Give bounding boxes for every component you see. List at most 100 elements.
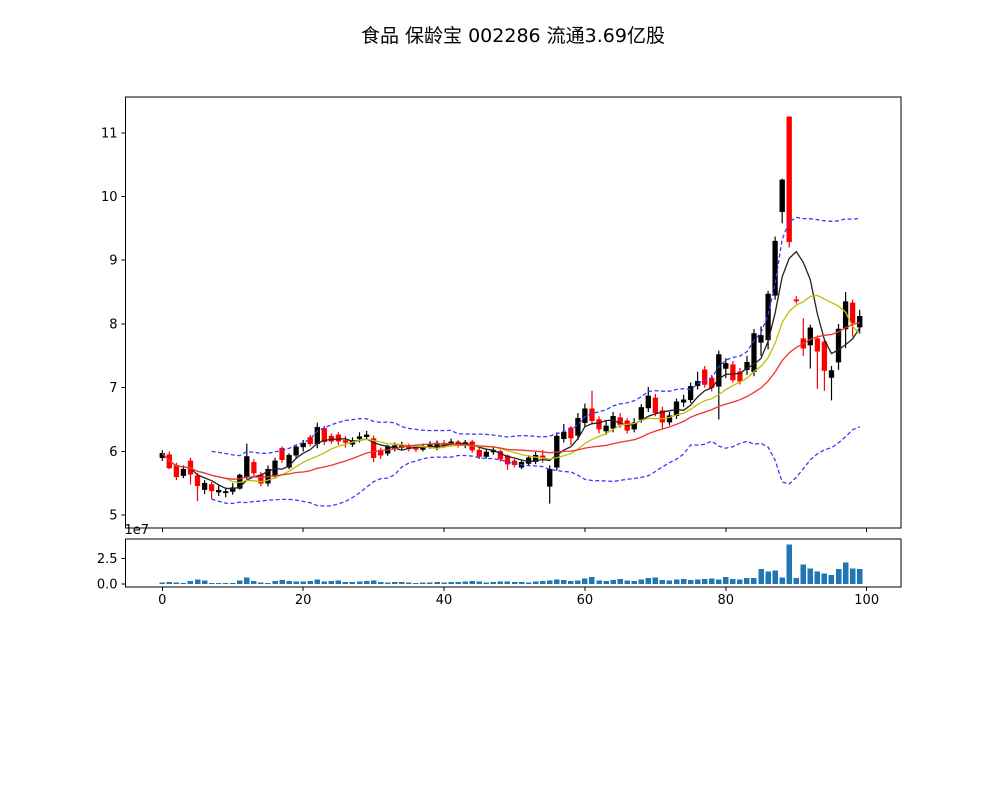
candle-body [582, 408, 588, 423]
price-tick-label: 7 [109, 381, 117, 396]
candle [807, 324, 813, 369]
volume-bar [589, 576, 595, 584]
x-tick-label: 40 [436, 593, 453, 608]
volume-bar [427, 582, 433, 584]
candle [751, 329, 757, 377]
volume-bar [314, 579, 320, 584]
candle-body [208, 484, 215, 492]
volume-bar [279, 580, 285, 584]
volume-bar [201, 580, 208, 584]
candle-body [610, 416, 616, 429]
candle-body [680, 399, 687, 403]
candle-body [307, 437, 313, 445]
candle-body [603, 425, 609, 432]
volume-bar [793, 577, 799, 584]
volume-bar [645, 577, 652, 584]
volume-bar [525, 582, 532, 584]
volume-bar [448, 581, 454, 584]
volume-bar [666, 580, 673, 584]
volume-bar [286, 580, 292, 584]
volume-bar [610, 579, 616, 584]
candle [244, 443, 250, 480]
candle [568, 425, 574, 445]
candle [793, 295, 799, 304]
candle [582, 403, 588, 428]
price-tick-label: 8 [109, 317, 117, 332]
volume-bar [187, 580, 194, 584]
candle [730, 360, 736, 383]
price-tick-label: 10 [101, 190, 118, 205]
candle [251, 459, 257, 477]
candle-body [511, 460, 518, 465]
candle [814, 335, 821, 389]
candle-body [596, 419, 602, 430]
candle-body [687, 386, 694, 401]
candle-body [694, 381, 701, 387]
volume-bar [539, 581, 546, 584]
candle-body [828, 370, 835, 378]
volume-tick-label: 2.5 [97, 552, 118, 567]
candle-body [666, 415, 673, 423]
volume-bar [455, 582, 461, 584]
candle-body [363, 434, 370, 437]
volume-panel-border [125, 538, 902, 588]
volume-bar [483, 582, 490, 584]
volume-bar [596, 580, 602, 584]
candle-body [547, 468, 553, 487]
volume-bar [511, 581, 518, 584]
candle-body [835, 328, 842, 363]
volume-bar [300, 581, 306, 584]
x-tick-label: 100 [854, 593, 879, 608]
candle-body [807, 327, 813, 346]
candle-body [723, 363, 729, 369]
volume-bar [469, 581, 475, 584]
volume-bar [222, 583, 229, 584]
volume-bar [377, 581, 384, 584]
volume-bar [180, 583, 187, 584]
candle [828, 366, 835, 401]
candle-body [645, 395, 651, 409]
price-tick-label: 5 [109, 509, 117, 524]
candle [772, 236, 778, 300]
volume-bar [328, 580, 335, 584]
candle-body [286, 454, 292, 468]
candle-body [652, 397, 659, 413]
volume-bar [603, 580, 609, 584]
candle-body [180, 468, 187, 476]
volume-bar [617, 578, 623, 585]
volume-bar [166, 581, 173, 584]
volume-bar [293, 581, 299, 584]
volume-bars [159, 544, 863, 585]
volume-bar [434, 581, 440, 584]
candle [201, 480, 208, 495]
candle [687, 382, 694, 403]
candle-body [786, 116, 792, 243]
price-tick-label: 9 [109, 254, 117, 269]
volume-bar [307, 581, 313, 584]
candle [370, 435, 377, 463]
candle [547, 465, 553, 504]
candle-body [568, 427, 574, 439]
candle [596, 416, 602, 434]
candle [652, 394, 659, 417]
volume-bar [575, 580, 581, 584]
candle-body [561, 432, 567, 439]
price-panel-border [125, 96, 902, 529]
candle [194, 473, 201, 502]
volume-bar [159, 582, 166, 584]
ma20-line [161, 321, 860, 480]
volume-bar [399, 581, 405, 584]
volume-bar [716, 579, 722, 584]
candle-body [821, 341, 828, 371]
volume-bar [744, 577, 750, 584]
candle [631, 418, 637, 433]
candle-body [758, 335, 764, 343]
candle-body [631, 422, 637, 430]
candle-body [356, 436, 363, 439]
candle-body [730, 364, 736, 381]
volume-bar [821, 573, 828, 584]
volume-bar [547, 580, 553, 584]
volume-bar [251, 580, 257, 584]
candle-body [335, 434, 342, 442]
volume-bar [497, 581, 504, 584]
